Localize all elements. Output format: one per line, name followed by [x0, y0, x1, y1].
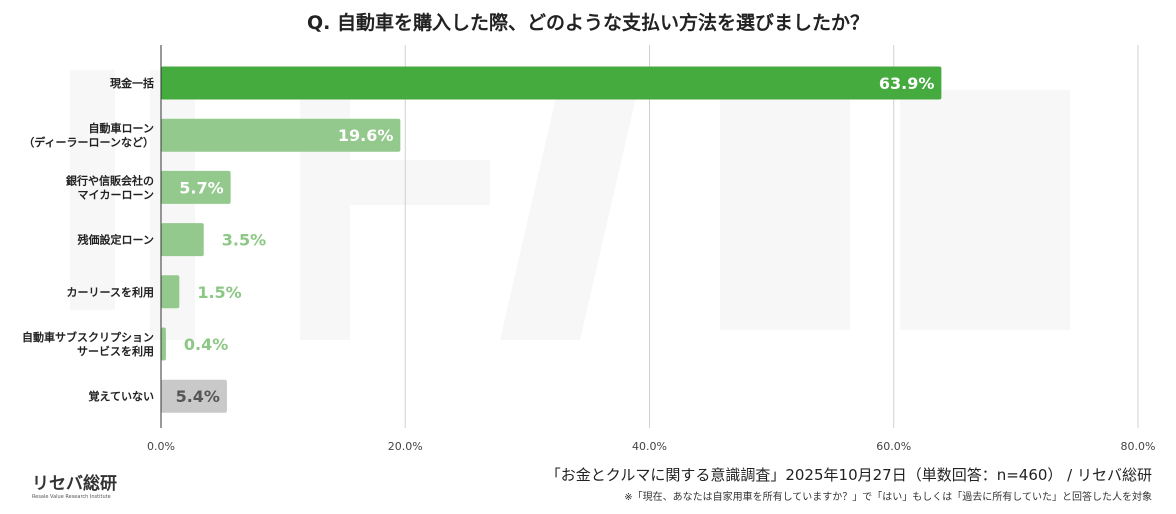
- category-label: 自動車ローン: [89, 121, 154, 135]
- bar: [161, 223, 204, 257]
- category-label: 銀行や信販会社の: [66, 173, 154, 187]
- category-label: 残価設定ローン: [78, 233, 154, 247]
- logo: リセバ総研 Resale Value Research Institute: [32, 474, 142, 500]
- x-tick-label: 60.0%: [876, 440, 911, 453]
- data-label: 0.4%: [184, 335, 228, 354]
- bar: [161, 327, 166, 361]
- watermark-shape: [900, 90, 1070, 330]
- watermark-shape: [720, 90, 850, 330]
- watermark-graphic: [0, 0, 1176, 460]
- source-text: 「お金とクルマに関する意識調査」2025年10月27日（単数回答：n=460） …: [545, 466, 1152, 484]
- bar-chart: 0.0% 20.0% 40.0% 60.0% 80.0% 63.9% 現金一括 19.6% 自動…: [22, 45, 1156, 453]
- data-label: 19.6%: [338, 126, 394, 145]
- x-tick-label: 80.0%: [1121, 440, 1156, 453]
- category-label: （ディーラーローンなど）: [23, 135, 154, 149]
- category-label: 現金一括: [110, 76, 154, 90]
- watermark-shape: [70, 70, 115, 310]
- category-label: 自動車サブスクリプション: [22, 330, 154, 344]
- data-label: 5.7%: [179, 178, 223, 197]
- data-label: 5.4%: [176, 387, 220, 406]
- note-text: ※「現在、あなたは自家用車を所有していますか？」で「はい」もしくは「過去に所有し…: [624, 492, 1152, 503]
- category-label: 覚えていない: [88, 389, 154, 403]
- data-label: 63.9%: [879, 74, 935, 93]
- bar: [161, 170, 231, 204]
- data-label: 3.5%: [222, 231, 266, 250]
- category-label: サービスを利用: [77, 344, 154, 358]
- data-label: 1.5%: [197, 283, 241, 302]
- chart-title: Q. 自動車を購入した際、どのような支払い方法を選びましたか？: [307, 12, 869, 34]
- bar: [161, 275, 180, 309]
- category-label: マイカーローン: [78, 188, 154, 201]
- category-label: カーリースを利用: [67, 285, 154, 299]
- x-tick-label: 40.0%: [632, 440, 667, 453]
- logo-text: リセバ総研: [32, 474, 117, 494]
- bar: [161, 66, 942, 100]
- bar: [161, 118, 401, 152]
- watermark-shape: [500, 80, 640, 340]
- bar: [161, 379, 227, 413]
- x-tick-label: 0.0%: [147, 440, 175, 453]
- logo-subtext: Resale Value Research Institute: [32, 494, 111, 500]
- x-tick-label: 20.0%: [388, 440, 423, 453]
- watermark-shape: [300, 160, 490, 205]
- watermark-shapes: [70, 70, 1070, 340]
